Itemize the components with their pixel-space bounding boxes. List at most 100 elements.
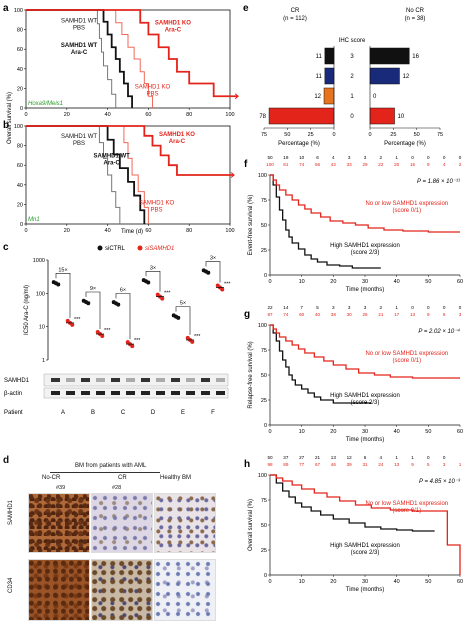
x-tick-label: 50	[414, 132, 420, 138]
fold-bracket	[85, 291, 101, 330]
blot-band	[66, 391, 75, 395]
x-tick-label: 30	[362, 279, 368, 285]
ihc-sub-28: #28	[112, 485, 122, 491]
risk-count-high: 50	[267, 455, 273, 460]
km-curve	[270, 474, 435, 532]
sisamhd1-point	[130, 344, 135, 349]
p-value: P = 1.86 × 10⁻¹¹	[417, 179, 460, 185]
nocr-bar	[369, 47, 410, 65]
risk-count-low: 38	[331, 312, 337, 317]
fold-bracket	[205, 261, 221, 283]
survival-curve	[26, 9, 117, 108]
low-expression-label: No or low SAMHD1 expression	[365, 351, 448, 357]
high-expression-sub: (score 2/3)	[351, 550, 380, 556]
panel-d: d BM from patients with AML No-CR CR Hea…	[0, 455, 240, 624]
risk-count-low: 9	[411, 462, 414, 467]
x-tick-label: 10	[299, 429, 305, 435]
survival-curve	[26, 125, 149, 224]
legend-label: siSAMHD1	[145, 246, 174, 252]
x-tick-label: 10	[299, 579, 305, 585]
risk-count-high: 0	[443, 455, 446, 460]
high-expression-label: High SAMHD1 expression	[330, 543, 400, 549]
risk-count-high: 0	[443, 305, 446, 310]
risk-count-high: 0	[459, 155, 462, 160]
risk-count-low: 89	[283, 462, 289, 467]
sisamhd1-point	[100, 334, 105, 339]
blot-band	[171, 391, 180, 395]
risk-count-high: 2	[380, 305, 383, 310]
y-tick-label: 50	[261, 223, 267, 229]
significance-stars: ***	[164, 291, 171, 297]
ihc-image-cd34-healthy	[154, 559, 216, 621]
curve-label-sub: PBS	[73, 26, 85, 32]
curve-label-sub: Ara-C	[104, 160, 121, 166]
risk-count-high: 0	[427, 155, 430, 160]
x-tick-label: 60	[145, 112, 151, 118]
risk-count-high: 3	[364, 155, 367, 160]
risk-count-low: 46	[331, 462, 337, 467]
blot-label-samhd1: SAMHD1	[4, 378, 30, 384]
risk-count-high: 1	[411, 455, 414, 460]
risk-count-high: 3	[348, 305, 351, 310]
curve-label: SAMHD1 KO	[159, 132, 195, 138]
km-curve	[270, 474, 461, 575]
survival-curve	[26, 9, 239, 98]
cr-bar	[324, 67, 335, 85]
low-expression-sub: (score 0/1)	[392, 208, 421, 214]
blot-band	[66, 378, 75, 382]
blot-band	[81, 391, 90, 395]
x-tick-label: 30	[362, 579, 368, 585]
risk-count-high: 22	[267, 305, 273, 310]
risk-count-high: 21	[315, 455, 321, 460]
y-tick-label: 75	[261, 348, 267, 354]
x-axis-label: Time (months)	[346, 437, 384, 443]
fold-change-label: 3×	[150, 265, 156, 271]
risk-count-low: 67	[315, 462, 321, 467]
y-tick-label: 20	[17, 86, 23, 92]
x-tick-label: 50	[425, 579, 431, 585]
x-tick-label: 0	[268, 279, 271, 285]
low-expression-sub: (score 0/1)	[392, 358, 421, 364]
x-tick-label: 20	[64, 112, 70, 118]
nocr-count: 16	[412, 54, 419, 60]
panel-label-g: g	[244, 309, 250, 320]
risk-count-low: 77	[299, 462, 305, 467]
y-tick-label: 0	[264, 423, 267, 429]
y-axis-label: IC50 Ara-C (ng/ml)	[24, 285, 30, 335]
high-expression-label: High SAMHD1 expression	[330, 243, 400, 249]
x-axis-label: Time (months)	[346, 587, 384, 593]
low-expression-label: No or low SAMHD1 expression	[365, 201, 448, 207]
x-tick-label: 20	[330, 279, 336, 285]
survival-curve	[26, 9, 133, 108]
patient-label: C	[121, 410, 126, 416]
y-tick-label: 100	[258, 323, 267, 329]
nocr-bar	[369, 107, 395, 125]
blot-band	[141, 378, 150, 382]
score-value: 2	[350, 74, 354, 80]
risk-count-high: 12	[347, 455, 353, 460]
blot-band	[51, 378, 60, 382]
km-curve	[270, 174, 460, 233]
x-tick-label: 60	[457, 279, 463, 285]
low-expression-sub: (score 0/1)	[392, 508, 421, 514]
ihc-col-nocr: No-CR	[42, 475, 61, 481]
legend-label: siCTRL	[105, 246, 126, 252]
fold-bracket	[115, 293, 131, 340]
y-axis-label-ab: Overall survival (%)	[7, 92, 13, 144]
y-tick-label: 40	[17, 183, 23, 189]
cr-count: 11	[316, 54, 323, 60]
y-tick-label: 25	[261, 248, 267, 254]
y-tick-label: 40	[17, 67, 23, 73]
risk-count-high: 14	[283, 305, 289, 310]
x-tick-label: 40	[394, 279, 400, 285]
patient-label: E	[181, 410, 185, 416]
x-tick-label: 100	[225, 228, 234, 234]
risk-count-low: 81	[283, 162, 289, 167]
x-tick-label: 0	[268, 579, 271, 585]
high-expression-sub: (score 2/3)	[351, 250, 380, 256]
blot-band	[201, 391, 210, 395]
fold-change-label: 6×	[120, 287, 126, 293]
survival-curve	[26, 9, 153, 108]
x-tick-label: 40	[105, 112, 111, 118]
